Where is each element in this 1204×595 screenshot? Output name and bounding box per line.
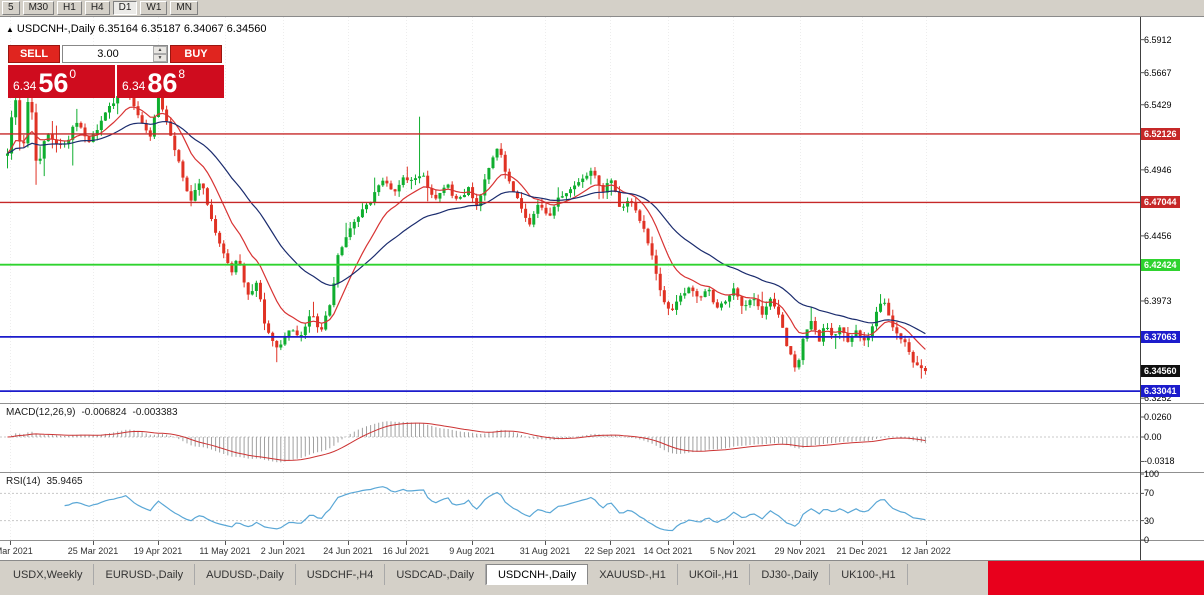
red-overlay [988,561,1204,595]
price-line-label[interactable]: 6.33041 [1141,385,1180,398]
volume-down-icon[interactable]: ▼ [153,54,167,62]
tab-audusd-daily[interactable]: AUDUSD-,Daily [195,564,296,585]
date-tick-label: 2 Jun 2021 [260,546,306,556]
macd-layer [0,421,1140,463]
rsi-level-label: 30 [1144,515,1155,526]
volume-input[interactable] [63,46,153,62]
tab-ukoil-h1[interactable]: UKOil-,H1 [678,564,751,585]
price-tick-label: 6.3252 [1144,393,1172,404]
tab-xauusd-h1[interactable]: XAUUSD-,H1 [588,564,678,585]
date-tick-label: 19 Apr 2021 [133,546,183,556]
date-tick-label: 9 Aug 2021 [449,546,495,556]
bid-pip-digit: 0 [69,67,77,81]
macd-signal-value: -0.003383 [132,407,178,418]
volume-spinner: ▲ ▼ [153,46,167,62]
tab-usdx-weekly[interactable]: USDX,Weekly [2,564,95,585]
date-tick-label: 16 Jul 2021 [382,546,430,556]
sell-button[interactable]: SELL [8,45,60,63]
current-price-label: 6.34560 [1141,364,1180,377]
timeframe-button-mn[interactable]: MN [170,1,198,15]
timeframe-toolbar: 5 M30 H1 H4 D1 W1 MN [0,0,1204,17]
price-line-label[interactable]: 6.52126 [1141,127,1180,140]
price-tick-label: 6.5912 [1144,34,1172,45]
ask-prefix: 6.34 [122,79,146,93]
price-tick-label: 6.4456 [1144,230,1172,241]
tab-eurusd-daily[interactable]: EURUSD-,Daily [94,564,196,585]
bid-quote[interactable]: 6.34 56 0 [8,65,115,98]
volume-up-icon[interactable]: ▲ [153,46,167,54]
rsi-layer [0,486,1140,532]
timeframe-button-m30[interactable]: M30 [22,1,55,15]
bid-big-digits: 56 [38,68,69,98]
date-tick-label: 3 Mar 2021 [0,546,33,556]
moving-averages-layer [7,106,926,350]
tab-uk100-h1[interactable]: UK100-,H1 [830,564,908,585]
macd-level-label: -0.0318 [1144,456,1175,467]
bid-prefix: 6.34 [13,79,37,93]
date-tick-label: 29 Nov 2021 [774,546,826,556]
tab-usdcad-daily[interactable]: USDCAD-,Daily [385,564,486,585]
date-tick-label: 22 Sep 2021 [584,546,636,556]
date-tick-label: 5 Nov 2021 [709,546,757,556]
macd-level-label: 0.00 [1144,432,1162,442]
one-click-trading-panel: SELL ▲ ▼ BUY [8,45,222,63]
rsi-level-label: 100 [1144,469,1160,479]
price-tick-label: 6.4946 [1144,164,1172,175]
timeframe-button-w1[interactable]: W1 [140,1,168,15]
date-tick-label: 31 Aug 2021 [519,546,571,556]
price-line-label[interactable]: 6.37063 [1141,330,1180,343]
rsi-level-label: 0 [1144,535,1150,545]
ask-pip-digit: 8 [178,67,186,81]
price-tick-label: 6.3973 [1144,295,1172,306]
date-tick-label: 11 May 2021 [199,546,251,556]
chart-ohlc-values: 6.35164 6.35187 6.34067 6.34560 [98,23,267,35]
date-tick-label: 12 Jan 2022 [901,546,951,556]
ask-big-digits: 86 [147,68,178,98]
rsi-value: 35.9465 [46,476,83,487]
buy-button[interactable]: BUY [170,45,222,63]
tab-usdchf-h4[interactable]: USDCHF-,H4 [296,564,386,585]
frame-layer [0,17,1204,560]
date-tick-label: 25 Mar 2021 [67,546,119,556]
date-tick-label: 14 Oct 2021 [643,546,693,556]
timeframe-button-5[interactable]: 5 [2,1,20,15]
bid-ask-quotes: 6.34 56 0 6.34 86 8 [8,65,224,98]
timeframe-button-h1[interactable]: H1 [57,1,82,15]
macd-indicator-title: MACD(12,26,9) -0.006824 -0.003383 [6,407,178,418]
volume-control: ▲ ▼ [62,45,168,63]
rsi-indicator-title: RSI(14) 35.9465 [6,476,83,487]
chart-tabs-bar: USDX,Weekly EURUSD-,Daily AUDUSD-,Daily USD… [0,560,1204,595]
macd-name: MACD(12,26,9) [6,407,76,418]
price-tick-label: 6.5667 [1144,67,1172,78]
price-line-label[interactable]: 6.42424 [1141,258,1180,271]
ask-quote[interactable]: 6.34 86 8 [117,65,224,98]
chart-header: ▲ USDCNH-,Daily 6.35164 6.35187 6.34067 6… [6,23,266,35]
price-tick-label: 6.5429 [1144,99,1172,110]
candles-layer [6,72,927,379]
horizontal-lines-layer [0,133,1140,393]
rsi-level-label: 70 [1144,488,1155,499]
date-tick-label: 21 Dec 2021 [836,546,888,556]
date-tick-label: 24 Jun 2021 [323,546,373,556]
chart-tabs: USDX,Weekly EURUSD-,Daily AUDUSD-,Daily USD… [2,564,908,585]
macd-level-label: 0.0260 [1144,412,1172,422]
macd-main-value: -0.006824 [81,407,127,418]
rsi-name: RSI(14) [6,476,41,487]
chart-symbol-label: USDCNH-,Daily [16,23,96,35]
price-line-label[interactable]: 6.47044 [1141,196,1180,209]
timeframe-button-h4[interactable]: H4 [84,1,110,15]
timeframe-button-d1[interactable]: D1 [112,1,138,15]
tab-usdcnh-daily[interactable]: USDCNH-,Daily [485,564,589,585]
symbol-direction-icon: ▲ [6,25,14,34]
tab-dj30-daily[interactable]: DJ30-,Daily [750,564,831,585]
